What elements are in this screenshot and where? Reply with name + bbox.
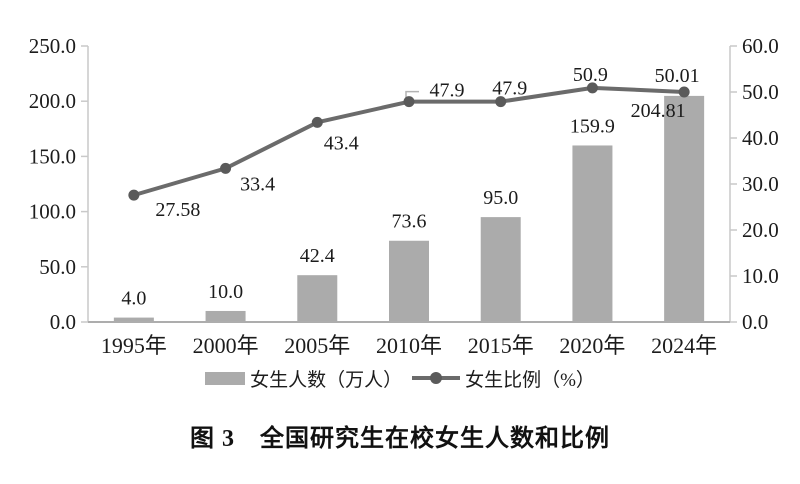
- legend-line-label: 女生比例（%）: [465, 369, 595, 391]
- line-value-label-2005年: 43.4: [324, 132, 359, 154]
- x-axis-label-2005年: 2005年: [284, 333, 350, 358]
- line-marker-2005年: [311, 116, 323, 128]
- bar-value-label-2024年: 204.81: [631, 100, 686, 122]
- label-leader-line: [405, 90, 419, 100]
- legend-item-line-series: 女生比例（%）: [412, 365, 595, 392]
- figure-caption: 图 3 全国研究生在校女生人数和比例: [190, 426, 610, 452]
- x-axis-label-1995年: 1995年: [101, 333, 167, 358]
- left-axis-tick-label: 200.0: [29, 89, 76, 113]
- x-axis-label-2010年: 2010年: [376, 333, 442, 358]
- line-marker-2015年: [495, 96, 507, 108]
- line-value-label-2010年: 47.9: [430, 80, 465, 102]
- right-axis-tick-label: 0.0: [742, 310, 768, 334]
- line-value-label-2015年: 47.9: [492, 78, 527, 100]
- bar-2015年: [480, 217, 521, 322]
- bar-value-label-2010年: 73.6: [392, 211, 427, 233]
- x-axis-label-2000年: 2000年: [193, 333, 259, 358]
- x-axis-label-2024年: 2024年: [651, 333, 717, 358]
- bar-value-label-2000年: 10.0: [208, 281, 243, 303]
- bar-value-label-1995年: 4.0: [121, 288, 146, 310]
- left-axis-tick-label: 0.0: [50, 310, 76, 334]
- x-axis-label-2020年: 2020年: [559, 333, 625, 358]
- legend-bar-swatch-icon: [205, 371, 246, 385]
- bar-2024年: [664, 95, 705, 322]
- line-value-label-2024年: 50.01: [655, 65, 700, 87]
- bar-value-label-2015年: 95.0: [483, 187, 518, 209]
- line-marker-2000年: [220, 162, 232, 174]
- bar-value-label-2005年: 42.4: [300, 245, 335, 267]
- bar-value-label-2020年: 159.9: [570, 115, 615, 137]
- right-axis-tick-label: 30.0: [742, 172, 779, 196]
- bar-2000年: [205, 310, 246, 322]
- line-marker-1995年: [128, 189, 140, 201]
- right-axis-tick-label: 50.0: [742, 80, 779, 104]
- line-value-label-2000年: 33.4: [240, 173, 275, 195]
- left-axis-tick-label: 250.0: [29, 34, 76, 58]
- right-axis-tick-label: 40.0: [742, 126, 779, 150]
- line-marker-2020年: [586, 82, 598, 94]
- bar-2020年: [572, 145, 613, 322]
- right-axis-tick-label: 20.0: [742, 218, 779, 242]
- x-axis-label-2015年: 2015年: [468, 333, 534, 358]
- left-axis-tick-label: 150.0: [29, 144, 76, 168]
- chart-legend: 女生人数（万人） 女生比例（%）: [0, 364, 800, 392]
- left-axis-tick-label: 100.0: [29, 200, 76, 224]
- right-axis-tick-label: 60.0: [742, 34, 779, 58]
- legend-bar-label: 女生人数（万人）: [250, 369, 403, 391]
- chart-canvas: 4.0 10.0 42.4 73.6 95.0 159.9 204.81 250.0 200.0…: [29, 34, 779, 358]
- bar-2010年: [389, 240, 429, 322]
- line-value-label-1995年: 27.58: [155, 199, 200, 221]
- bar-1995年: [113, 317, 154, 322]
- line-marker-2024年: [678, 86, 690, 98]
- line-marker-2010年: [403, 96, 415, 108]
- line-value-label-2020年: 50.9: [573, 64, 608, 86]
- legend-line-swatch-icon: [412, 372, 461, 384]
- bar-2005年: [297, 275, 338, 322]
- legend-item-bar-series: 女生人数（万人）: [205, 365, 402, 392]
- left-axis-tick-label: 50.0: [39, 255, 76, 279]
- right-axis-tick-label: 10.0: [742, 264, 779, 288]
- legend-line-marker-icon: [430, 372, 443, 384]
